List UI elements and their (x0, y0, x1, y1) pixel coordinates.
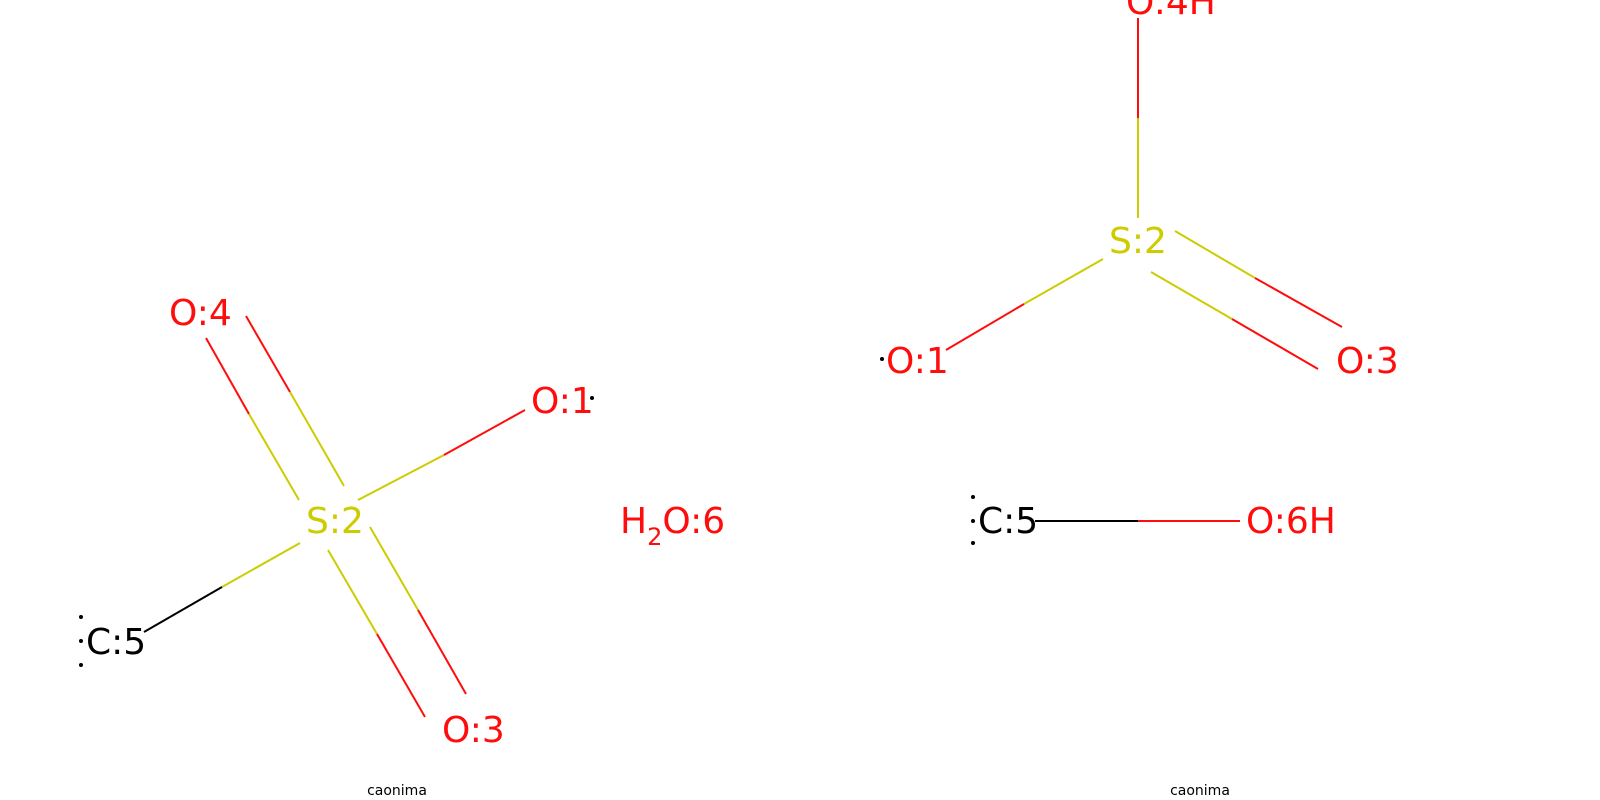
water-h: H (620, 501, 647, 542)
radical-dot-c5-top (971, 495, 975, 499)
radical-dot-o1 (590, 396, 594, 400)
bond-s2-o4-double (205, 315, 345, 501)
atom-o4: O:4 (169, 293, 232, 334)
atom-o3: O:3 (442, 710, 505, 751)
radical-dot-c5-top (79, 615, 83, 619)
water-o6: O:6 (662, 501, 725, 542)
atom-o3: O:3 (1336, 341, 1399, 382)
atom-c5: C:5 (978, 501, 1038, 542)
bond-s2-c5 (143, 542, 301, 633)
bond-s2-o3-double (327, 526, 467, 718)
water-h2o6: H2O:6 (620, 501, 725, 551)
panel-legend: caonima (1170, 783, 1230, 799)
atom-c5: C:5 (86, 622, 146, 663)
water-subscript: 2 (647, 523, 662, 551)
radical-dot-c5-bottom (79, 663, 83, 667)
molecule-panel-left: O:4 O:1 S:2 H2O:6 C:5 O:3 caonima (79, 293, 725, 799)
atom-o4h: O:4H (1126, 0, 1216, 23)
bond-s2-o1 (945, 258, 1104, 351)
atom-o1: O:1 (886, 341, 949, 382)
atom-o6h: O:6H (1246, 501, 1336, 542)
atom-o1: O:1 (531, 381, 594, 422)
molecule-panel-right: O:4H S:2 O:1 O:3 C:5 O:6H caonima (880, 0, 1399, 799)
atom-s2: S:2 (306, 501, 364, 542)
panel-legend: caonima (367, 783, 427, 799)
radical-dot-c5-bottom (971, 541, 975, 545)
radical-dot-c5-mid (79, 639, 83, 643)
atom-s2: S:2 (1109, 221, 1167, 262)
radical-dot-o1 (880, 357, 884, 361)
bond-s2-o1 (357, 409, 526, 501)
bond-s2-o3-double (1150, 230, 1343, 370)
radical-dot-c5-mid (971, 519, 975, 523)
